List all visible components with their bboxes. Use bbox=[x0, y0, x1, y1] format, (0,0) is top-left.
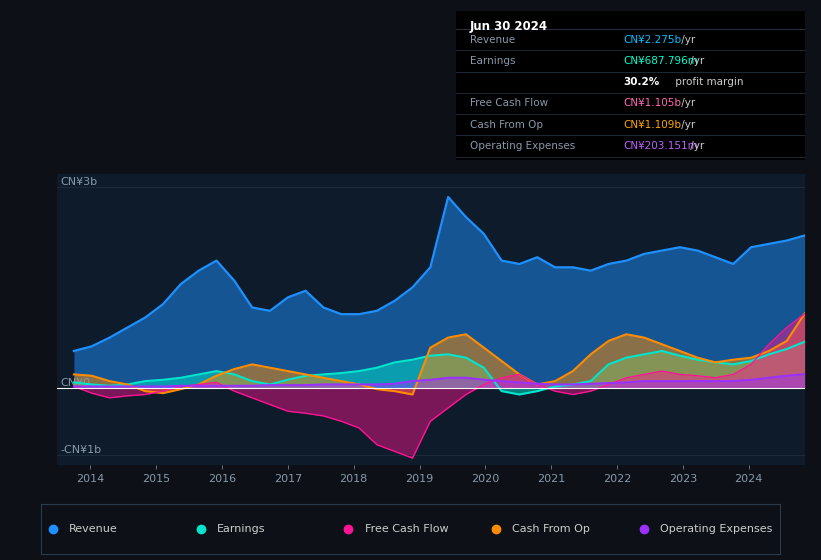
Text: CN¥203.151m: CN¥203.151m bbox=[623, 141, 698, 151]
Text: CN¥3b: CN¥3b bbox=[61, 177, 98, 187]
Text: /yr: /yr bbox=[687, 141, 704, 151]
Text: Earnings: Earnings bbox=[217, 524, 265, 534]
Text: Operating Expenses: Operating Expenses bbox=[470, 141, 575, 151]
Text: -CN¥1b: -CN¥1b bbox=[61, 445, 102, 455]
Text: Cash From Op: Cash From Op bbox=[512, 524, 590, 534]
Text: Cash From Op: Cash From Op bbox=[470, 120, 543, 130]
Text: CN¥0: CN¥0 bbox=[61, 378, 91, 388]
Text: Free Cash Flow: Free Cash Flow bbox=[470, 99, 548, 109]
Text: Earnings: Earnings bbox=[470, 56, 515, 66]
Text: 30.2%: 30.2% bbox=[623, 77, 659, 87]
Text: Revenue: Revenue bbox=[470, 35, 515, 45]
Text: /yr: /yr bbox=[678, 99, 695, 109]
Text: Jun 30 2024: Jun 30 2024 bbox=[470, 20, 548, 33]
Text: profit margin: profit margin bbox=[672, 77, 744, 87]
Text: CN¥1.105b: CN¥1.105b bbox=[623, 99, 681, 109]
Text: /yr: /yr bbox=[678, 120, 695, 130]
Text: Revenue: Revenue bbox=[69, 524, 118, 534]
Text: CN¥2.275b: CN¥2.275b bbox=[623, 35, 681, 45]
Text: CN¥1.109b: CN¥1.109b bbox=[623, 120, 681, 130]
Text: /yr: /yr bbox=[678, 35, 695, 45]
Text: Free Cash Flow: Free Cash Flow bbox=[365, 524, 448, 534]
Text: Operating Expenses: Operating Expenses bbox=[660, 524, 773, 534]
Text: CN¥687.796m: CN¥687.796m bbox=[623, 56, 698, 66]
Text: /yr: /yr bbox=[687, 56, 704, 66]
